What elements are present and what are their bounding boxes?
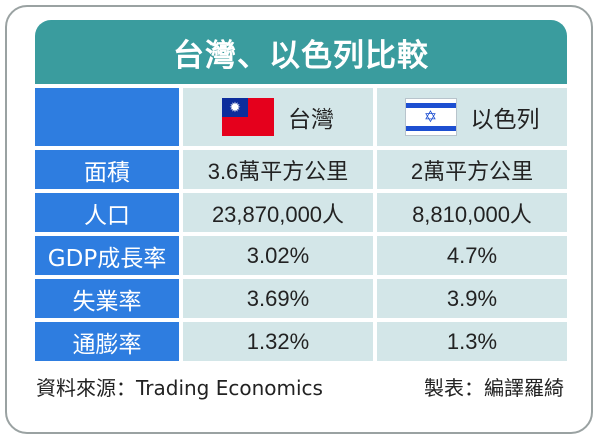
- row-label-area: 面積: [35, 150, 179, 189]
- table-cell: 23,870,000人: [183, 193, 373, 232]
- credit-note: 製表：編譯羅綺: [424, 376, 564, 400]
- row-label-unemployment: 失業率: [35, 279, 179, 318]
- column-header-israel: ✡ 以色列: [377, 88, 567, 146]
- table-cell: 3.9%: [377, 279, 567, 318]
- table-cell: 3.02%: [183, 236, 373, 275]
- table-cell: 3.69%: [183, 279, 373, 318]
- column-header-label: 以色列: [470, 107, 540, 133]
- table-cell: 8,810,000人: [377, 193, 567, 232]
- row-label-population: 人口: [35, 193, 179, 232]
- israel-flag-icon: ✡: [404, 98, 457, 136]
- row-label-inflation: 通膨率: [35, 322, 179, 361]
- taiwan-flag-icon: ✹: [222, 98, 274, 136]
- column-header-label: 台灣: [288, 107, 334, 133]
- row-label-gdp-growth: GDP成長率: [35, 236, 179, 275]
- table-cell: 2萬平方公里: [377, 150, 567, 189]
- table-cell: 1.32%: [183, 322, 373, 361]
- page-title: 台灣、以色列比較: [35, 20, 567, 84]
- table-cell: 1.3%: [377, 322, 567, 361]
- comparison-table: ✹ 台灣 ✡ 以色列 面積 3.6萬平方公里 2萬平方公里 人口 23,870,…: [35, 88, 567, 361]
- source-note: 資料來源：Trading Economics: [36, 376, 323, 400]
- column-header-taiwan: ✹ 台灣: [183, 88, 373, 146]
- table-cell: 3.6萬平方公里: [183, 150, 373, 189]
- table-cell: 4.7%: [377, 236, 567, 275]
- table-corner-cell: [35, 88, 179, 146]
